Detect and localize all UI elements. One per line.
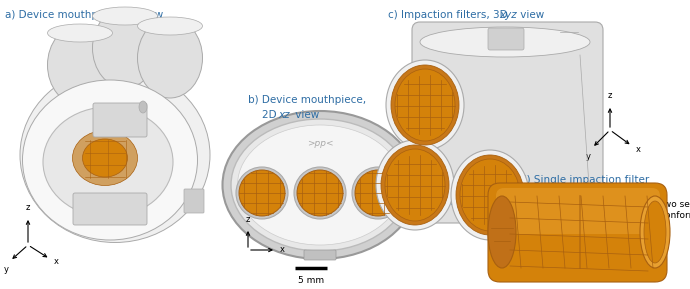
Text: z: z bbox=[26, 203, 30, 212]
Text: a) Device mouthpiece, 3D: a) Device mouthpiece, 3D bbox=[5, 10, 144, 20]
Ellipse shape bbox=[92, 7, 157, 25]
Ellipse shape bbox=[456, 155, 524, 235]
Ellipse shape bbox=[20, 68, 210, 242]
Ellipse shape bbox=[297, 170, 343, 216]
Ellipse shape bbox=[488, 196, 516, 268]
Text: y: y bbox=[3, 265, 8, 274]
Ellipse shape bbox=[420, 27, 590, 57]
Text: x: x bbox=[636, 144, 641, 153]
Text: view: view bbox=[135, 10, 163, 20]
Text: view: view bbox=[518, 10, 544, 20]
Text: 5 mm: 5 mm bbox=[298, 276, 324, 285]
Text: y: y bbox=[586, 152, 591, 161]
Text: x: x bbox=[54, 257, 59, 266]
Text: view: view bbox=[292, 110, 319, 120]
Text: z: z bbox=[246, 215, 250, 224]
Ellipse shape bbox=[355, 170, 401, 216]
Ellipse shape bbox=[222, 111, 417, 259]
FancyBboxPatch shape bbox=[488, 183, 667, 282]
Ellipse shape bbox=[72, 131, 137, 186]
Ellipse shape bbox=[294, 167, 346, 219]
FancyBboxPatch shape bbox=[496, 188, 660, 234]
Text: 2D: 2D bbox=[262, 110, 280, 120]
Ellipse shape bbox=[352, 167, 404, 219]
Ellipse shape bbox=[644, 201, 666, 263]
Ellipse shape bbox=[48, 25, 112, 105]
Text: z: z bbox=[608, 91, 612, 100]
Ellipse shape bbox=[386, 60, 464, 150]
FancyBboxPatch shape bbox=[304, 250, 336, 260]
Ellipse shape bbox=[640, 196, 670, 268]
Text: >pp<: >pp< bbox=[307, 138, 333, 147]
Ellipse shape bbox=[137, 17, 202, 35]
Ellipse shape bbox=[381, 145, 449, 225]
Text: xyz: xyz bbox=[117, 10, 135, 20]
Ellipse shape bbox=[391, 65, 459, 145]
Ellipse shape bbox=[385, 149, 445, 221]
Text: x: x bbox=[280, 245, 285, 255]
Ellipse shape bbox=[239, 170, 285, 216]
FancyBboxPatch shape bbox=[93, 103, 147, 137]
Text: b) Device mouthpiece,: b) Device mouthpiece, bbox=[248, 95, 366, 105]
Ellipse shape bbox=[83, 139, 128, 177]
Ellipse shape bbox=[451, 150, 529, 240]
Text: xyz: xyz bbox=[500, 10, 517, 20]
Ellipse shape bbox=[23, 80, 197, 240]
FancyBboxPatch shape bbox=[73, 193, 147, 225]
FancyBboxPatch shape bbox=[184, 189, 204, 213]
Text: c) Impaction filters, 3D: c) Impaction filters, 3D bbox=[388, 10, 511, 20]
Ellipse shape bbox=[139, 101, 147, 113]
Ellipse shape bbox=[137, 18, 202, 98]
Ellipse shape bbox=[395, 69, 455, 141]
Ellipse shape bbox=[231, 119, 409, 251]
FancyBboxPatch shape bbox=[412, 22, 603, 223]
FancyBboxPatch shape bbox=[488, 28, 524, 50]
Ellipse shape bbox=[236, 167, 288, 219]
Ellipse shape bbox=[376, 140, 454, 230]
Text: xz: xz bbox=[278, 110, 290, 120]
Text: Two separable
conforming pieces: Two separable conforming pieces bbox=[642, 200, 690, 221]
Ellipse shape bbox=[43, 107, 173, 217]
Ellipse shape bbox=[460, 159, 520, 231]
Ellipse shape bbox=[48, 24, 112, 42]
Ellipse shape bbox=[92, 8, 157, 88]
Ellipse shape bbox=[237, 125, 402, 245]
Text: d) Single impaction filter: d) Single impaction filter bbox=[520, 175, 649, 185]
